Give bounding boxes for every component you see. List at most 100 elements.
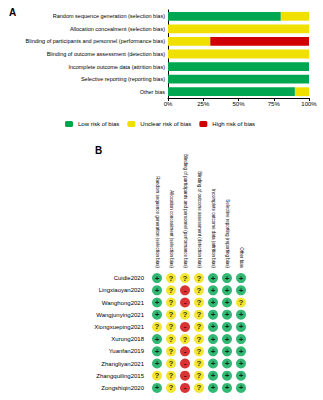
svg-text:100%: 100% — [301, 101, 317, 107]
svg-text:+: + — [225, 347, 230, 356]
svg-text:?: ? — [169, 371, 174, 380]
svg-text:Blinding of participants and p: Blinding of participants and personnel (… — [26, 38, 166, 44]
svg-text:?: ? — [169, 310, 174, 319]
svg-text:+: + — [155, 347, 160, 356]
svg-text:+: + — [211, 274, 216, 283]
svg-text:+: + — [239, 322, 244, 331]
svg-text:+: + — [155, 298, 160, 307]
svg-text:Random sequence generation (se: Random sequence generation (selection bi… — [155, 176, 160, 268]
svg-text:-: - — [184, 286, 187, 295]
svg-text:A: A — [9, 7, 16, 18]
svg-text:High risk of bias: High risk of bias — [212, 121, 255, 127]
svg-text:+: + — [239, 310, 244, 319]
svg-text:Lingxiaoyan2020: Lingxiaoyan2020 — [99, 287, 145, 293]
svg-text:+: + — [155, 286, 160, 295]
svg-text:?: ? — [197, 347, 202, 356]
svg-text:75%: 75% — [268, 101, 281, 107]
svg-text:?: ? — [197, 286, 202, 295]
svg-text:+: + — [155, 359, 160, 368]
svg-text:+: + — [239, 359, 244, 368]
svg-text:+: + — [225, 371, 230, 380]
svg-text:Selective reporting (reporting: Selective reporting (reporting bias) — [225, 199, 230, 268]
svg-text:+: + — [211, 335, 216, 344]
svg-text:?: ? — [169, 322, 174, 331]
svg-text:Incomplete outcome data (attri: Incomplete outcome data (attrition bias) — [211, 189, 216, 269]
svg-text:Unclear risk of bias: Unclear risk of bias — [140, 121, 191, 127]
svg-text:?: ? — [169, 286, 174, 295]
svg-text:?: ? — [169, 298, 174, 307]
svg-text:+: + — [225, 286, 230, 295]
svg-text:?: ? — [183, 310, 188, 319]
svg-text:Blinding of outcome assessment: Blinding of outcome assessment (detectio… — [197, 171, 202, 268]
svg-text:+: + — [239, 371, 244, 380]
svg-text:+: + — [155, 310, 160, 319]
svg-text:?: ? — [197, 274, 202, 283]
svg-text:?: ? — [197, 383, 202, 392]
svg-text:+: + — [225, 310, 230, 319]
svg-text:-: - — [184, 383, 187, 392]
svg-text:-: - — [184, 322, 187, 331]
svg-text:?: ? — [169, 347, 174, 356]
svg-text:+: + — [239, 383, 244, 392]
svg-text:Other bias: Other bias — [239, 247, 244, 269]
svg-text:Cuidie2020: Cuidie2020 — [114, 275, 145, 281]
svg-text:Wanghong2021: Wanghong2021 — [102, 300, 145, 306]
svg-text:+: + — [225, 274, 230, 283]
svg-text:?: ? — [197, 371, 202, 380]
svg-text:+: + — [225, 359, 230, 368]
svg-text:50%: 50% — [232, 101, 245, 107]
svg-text:Allocation concealment (select: Allocation concealment (selection bias) — [169, 190, 174, 268]
svg-text:-: - — [184, 298, 187, 307]
svg-text:+: + — [211, 322, 216, 331]
svg-text:+: + — [239, 335, 244, 344]
svg-text:+: + — [239, 274, 244, 283]
svg-text:?: ? — [169, 359, 174, 368]
svg-text:B: B — [95, 145, 102, 156]
svg-text:?: ? — [183, 274, 188, 283]
svg-text:Allocation concealment (select: Allocation concealment (selection bias) — [70, 26, 165, 32]
svg-text:+: + — [225, 322, 230, 331]
svg-text:Xurong2018: Xurong2018 — [111, 336, 144, 342]
svg-text:Incomplete outcome data (attri: Incomplete outcome data (attrition bias) — [68, 64, 165, 70]
svg-text:?: ? — [197, 322, 202, 331]
svg-text:Zhangquiling2015: Zhangquiling2015 — [96, 373, 144, 379]
svg-text:?: ? — [197, 359, 202, 368]
svg-text:?: ? — [239, 298, 244, 307]
svg-text:+: + — [225, 298, 230, 307]
svg-text:?: ? — [155, 322, 160, 331]
svg-text:?: ? — [197, 335, 202, 344]
svg-text:Low risk of bias: Low risk of bias — [78, 121, 119, 127]
svg-text:Zhangliyan2021: Zhangliyan2021 — [101, 361, 144, 367]
svg-text:Selective reporting (reporting: Selective reporting (reporting bias) — [81, 76, 165, 82]
svg-text:+: + — [211, 383, 216, 392]
svg-text:+: + — [155, 335, 160, 344]
svg-text:Xiongxueping2021: Xiongxueping2021 — [94, 324, 144, 330]
svg-text:+: + — [239, 286, 244, 295]
svg-text:+: + — [155, 274, 160, 283]
svg-text:+: + — [239, 347, 244, 356]
svg-text:Blinding of outcome assessment: Blinding of outcome assessment (detectio… — [47, 51, 165, 57]
svg-text:+: + — [225, 335, 230, 344]
svg-text:?: ? — [169, 383, 174, 392]
svg-text:Zongshiqin2020: Zongshiqin2020 — [101, 385, 144, 391]
svg-text:+: + — [155, 383, 160, 392]
svg-text:Other bias: Other bias — [140, 89, 166, 95]
svg-text:?: ? — [197, 298, 202, 307]
svg-text:+: + — [211, 347, 216, 356]
svg-text:-: - — [184, 347, 187, 356]
svg-text:25%: 25% — [197, 101, 210, 107]
svg-text:0%: 0% — [164, 101, 173, 107]
svg-text:+: + — [225, 383, 230, 392]
svg-text:+: + — [211, 359, 216, 368]
svg-text:?: ? — [197, 310, 202, 319]
svg-text:+: + — [211, 298, 216, 307]
svg-text:Wangjunying2021: Wangjunying2021 — [96, 312, 144, 318]
svg-text:+: + — [211, 286, 216, 295]
svg-text:?: ? — [155, 371, 160, 380]
svg-text:Yuanfan2019: Yuanfan2019 — [109, 348, 145, 354]
svg-text:-: - — [184, 359, 187, 368]
svg-text:?: ? — [169, 274, 174, 283]
svg-text:?: ? — [169, 335, 174, 344]
svg-text:+: + — [211, 371, 216, 380]
svg-text:+: + — [211, 310, 216, 319]
